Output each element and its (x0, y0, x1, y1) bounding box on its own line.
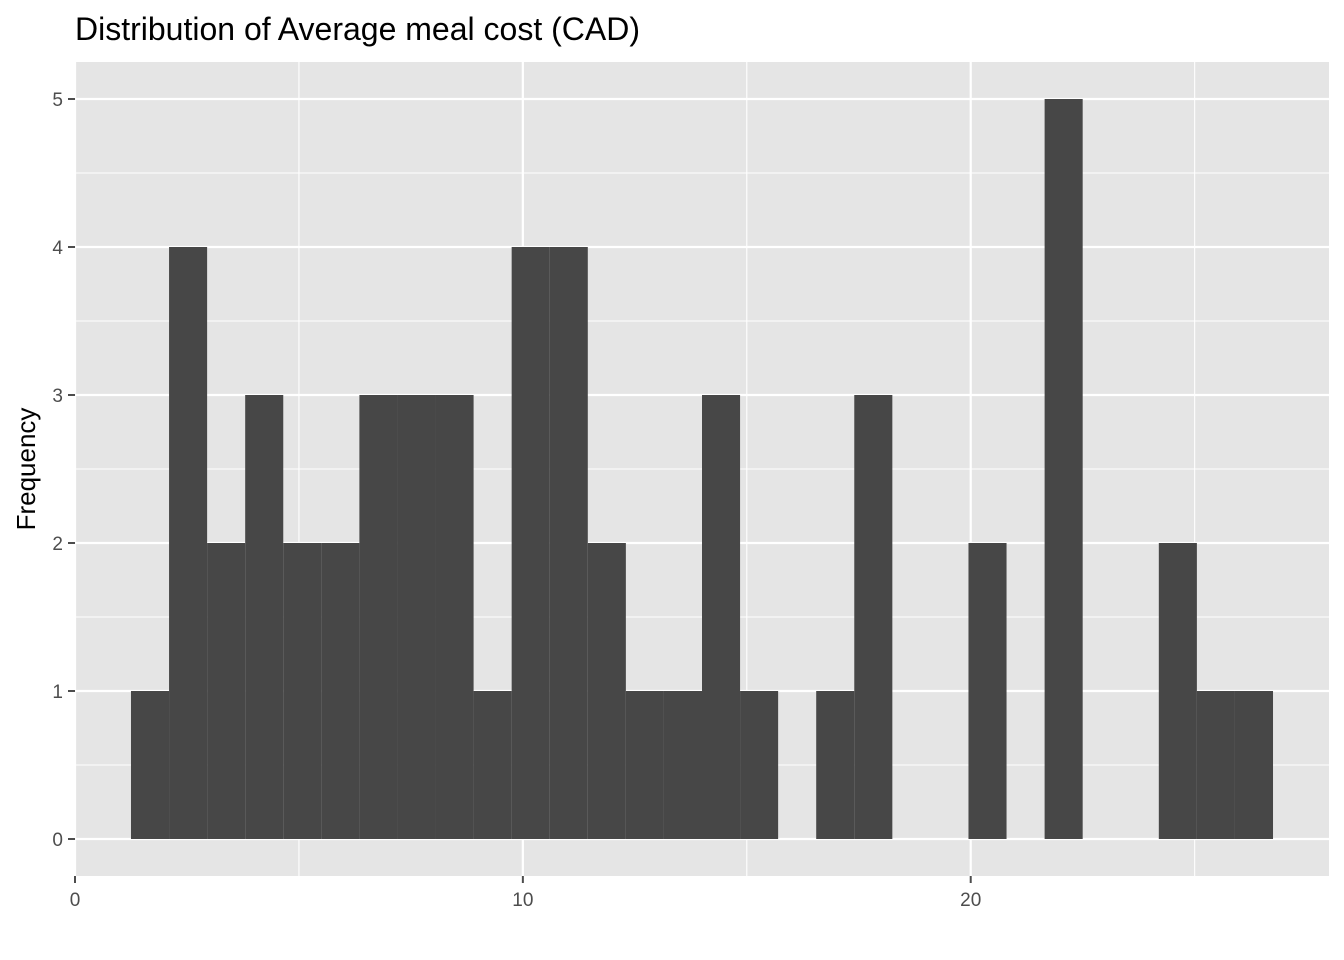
histogram-bar (473, 691, 512, 839)
histogram-bar (549, 247, 588, 839)
y-tick-label: 3 (52, 386, 63, 407)
x-tick-label: 20 (960, 890, 981, 911)
x-axis: 0 10 20 (70, 876, 981, 911)
y-axis: 0 1 2 3 4 5 (52, 90, 75, 851)
chart-title: Distribution of Average meal cost (CAD) (75, 11, 640, 47)
y-tick-label: 5 (52, 90, 63, 111)
histogram-bar (1196, 691, 1235, 839)
histogram-bar (169, 247, 208, 839)
histogram-bar (435, 395, 474, 839)
histogram-bar (397, 395, 436, 839)
histogram-bar (130, 691, 170, 839)
histogram-bar (740, 691, 779, 839)
histogram-bar (1158, 543, 1197, 839)
histogram-bar (511, 247, 550, 839)
histogram-bar (1234, 691, 1274, 839)
histogram-bar (854, 395, 893, 839)
x-tick-label: 10 (512, 890, 533, 911)
histogram-bar (663, 691, 702, 839)
histogram-bar (245, 395, 284, 839)
histogram-bar (283, 543, 322, 839)
histogram-bar (702, 395, 741, 839)
y-tick-label: 4 (52, 238, 63, 259)
histogram-bars (130, 99, 1274, 839)
histogram-bar (1044, 99, 1083, 839)
y-tick-label: 2 (52, 534, 63, 555)
histogram-bar (968, 543, 1007, 839)
x-tick-label: 0 (70, 890, 81, 911)
y-tick-label: 1 (52, 682, 63, 703)
y-tick-label: 0 (52, 830, 63, 851)
y-axis-label: Frequency (11, 408, 41, 531)
histogram-bar (207, 543, 246, 839)
histogram-bar (625, 691, 664, 839)
histogram-bar (321, 543, 360, 839)
histogram-bar (587, 543, 626, 839)
histogram-bar (816, 691, 855, 839)
histogram-bar (359, 395, 398, 839)
